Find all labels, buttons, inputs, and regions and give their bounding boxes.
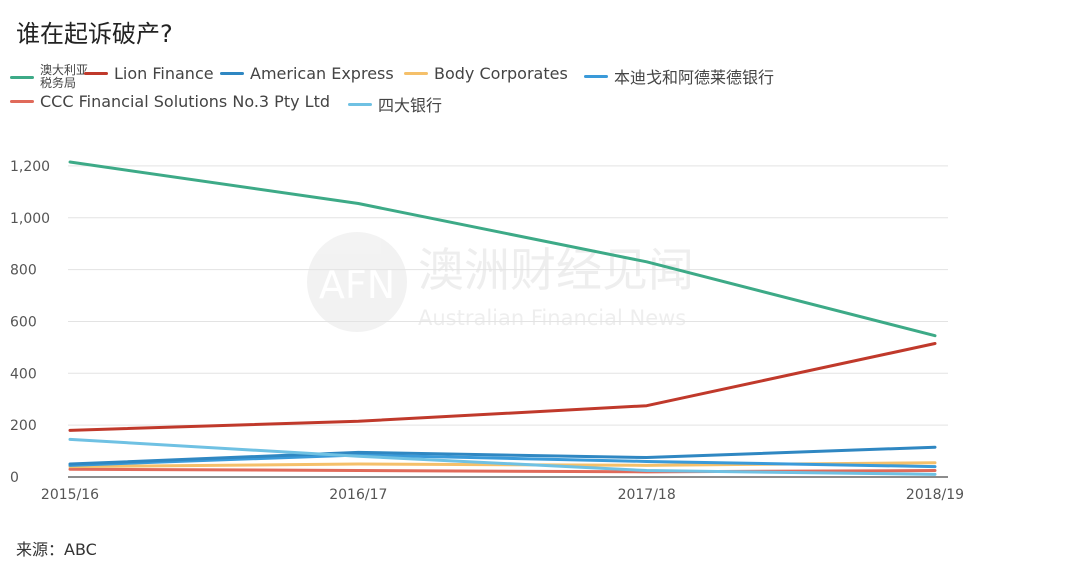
x-tick-label: 2018/19 [906,487,964,503]
legend-label-body-corporates: Body Corporates [434,64,568,83]
grid-lines [68,165,948,478]
y-tick-label: 800 [10,263,37,279]
y-tick-label: 200 [10,418,37,434]
legend-label-big-four-banks: 四大银行 [378,96,443,115]
legend-item-lion-finance[interactable]: Lion Finance [84,64,214,83]
watermark-logo-text: AFN [319,263,395,307]
legend-item-bendigo-adelaide[interactable]: 本迪戈和阿德莱德银行 [584,64,774,88]
source-note: 来源：ABC [16,540,97,559]
series-line [68,437,937,476]
watermark-logo-circle [307,232,407,332]
legend-swatch-lion-finance [84,72,108,75]
y-tick-label: 600 [10,314,37,330]
legend-item-ccc-financial[interactable]: CCC Financial Solutions No.3 Pty Ltd [10,92,330,111]
legend-item-body-corporates[interactable]: Body Corporates [404,64,568,83]
legend-label-ccc-financial: CCC Financial Solutions No.3 Pty Ltd [40,92,330,111]
x-tick-label: 2016/17 [329,487,387,503]
legend-label-ato: 澳大利亚税务局 [40,63,89,90]
legend-label-lion-finance: Lion Finance [114,64,214,83]
legend-label-bendigo-adelaide: 本迪戈和阿德莱德银行 [614,68,775,87]
legend-row-2: CCC Financial Solutions No.3 Pty Ltd 四大银… [10,92,1070,120]
series-lines [68,160,937,476]
x-tick-label: 2017/18 [618,487,676,503]
x-axis: 2015/16 2016/17 2017/18 2018/19 [41,487,964,503]
page-title: 谁在起诉破产? [16,20,173,48]
legend-label-american-express: American Express [250,64,394,83]
legend-item-ato[interactable]: 澳大利亚税务局 [10,64,96,90]
series-line [68,341,937,432]
legend-swatch-bendigo-adelaide [584,74,608,78]
legend-item-american-express[interactable]: American Express [220,64,394,83]
line-chart: AFN 澳洲财经见闻 Australian Financial News 0 20… [10,159,964,503]
y-tick-label: 0 [10,470,19,486]
legend-row-1: 澳大利亚税务局 Lion Finance American Express Bo… [10,64,1070,92]
legend-swatch-ccc-financial [10,100,34,103]
chart-legend: 澳大利亚税务局 Lion Finance American Express Bo… [10,64,1070,120]
x-tick-label: 2015/16 [41,487,99,503]
y-tick-label: 400 [10,366,37,382]
legend-swatch-american-express [220,72,244,75]
series-line [68,160,937,338]
watermark-name-en: Australian Financial News [418,306,686,330]
legend-item-big-four-banks[interactable]: 四大银行 [348,92,442,116]
legend-swatch-big-four-banks [348,102,372,106]
series-line [68,445,937,466]
y-tick-label: 1,000 [10,211,50,227]
series-line [68,453,937,469]
legend-swatch-body-corporates [404,72,428,75]
y-tick-label: 1,200 [10,159,50,175]
legend-swatch-ato [10,75,34,79]
watermark: AFN 澳洲财经见闻 Australian Financial News [307,232,694,332]
y-axis: 0 200 400 600 800 1,000 1,200 [10,159,50,486]
